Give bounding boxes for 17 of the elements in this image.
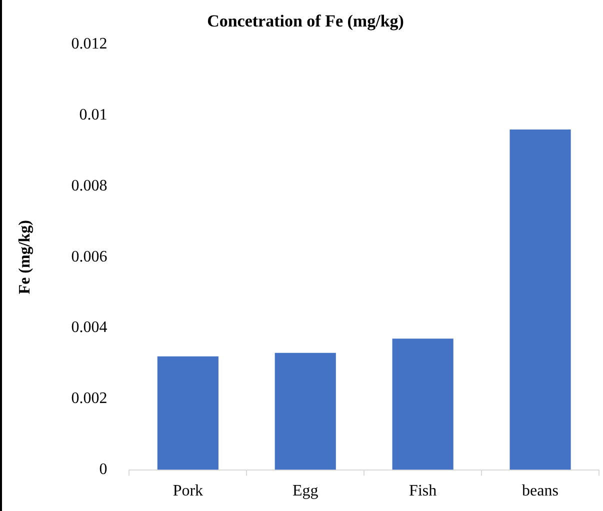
bar xyxy=(510,129,571,470)
y-tick-label: 0.006 xyxy=(71,248,108,266)
chart-title: Concetration of Fe (mg/kg) xyxy=(207,12,404,31)
y-tick-label: 0.012 xyxy=(71,36,108,53)
x-tick-label: Egg xyxy=(292,482,318,500)
x-tick-label: beans xyxy=(522,482,558,500)
y-tick-label: 0.01 xyxy=(79,106,108,124)
bar xyxy=(157,356,218,470)
x-tick-label: Pork xyxy=(172,482,204,500)
y-tick-label: 0.002 xyxy=(71,390,108,408)
y-tick-label: 0.008 xyxy=(71,177,108,194)
y-axis-title: Fe (mg/kg) xyxy=(16,220,34,294)
y-tick-label: 0.004 xyxy=(71,319,108,336)
x-tick-label: Fish xyxy=(409,482,437,500)
y-tick-label: 0 xyxy=(99,461,108,478)
bar xyxy=(392,338,454,470)
bar xyxy=(274,352,336,470)
